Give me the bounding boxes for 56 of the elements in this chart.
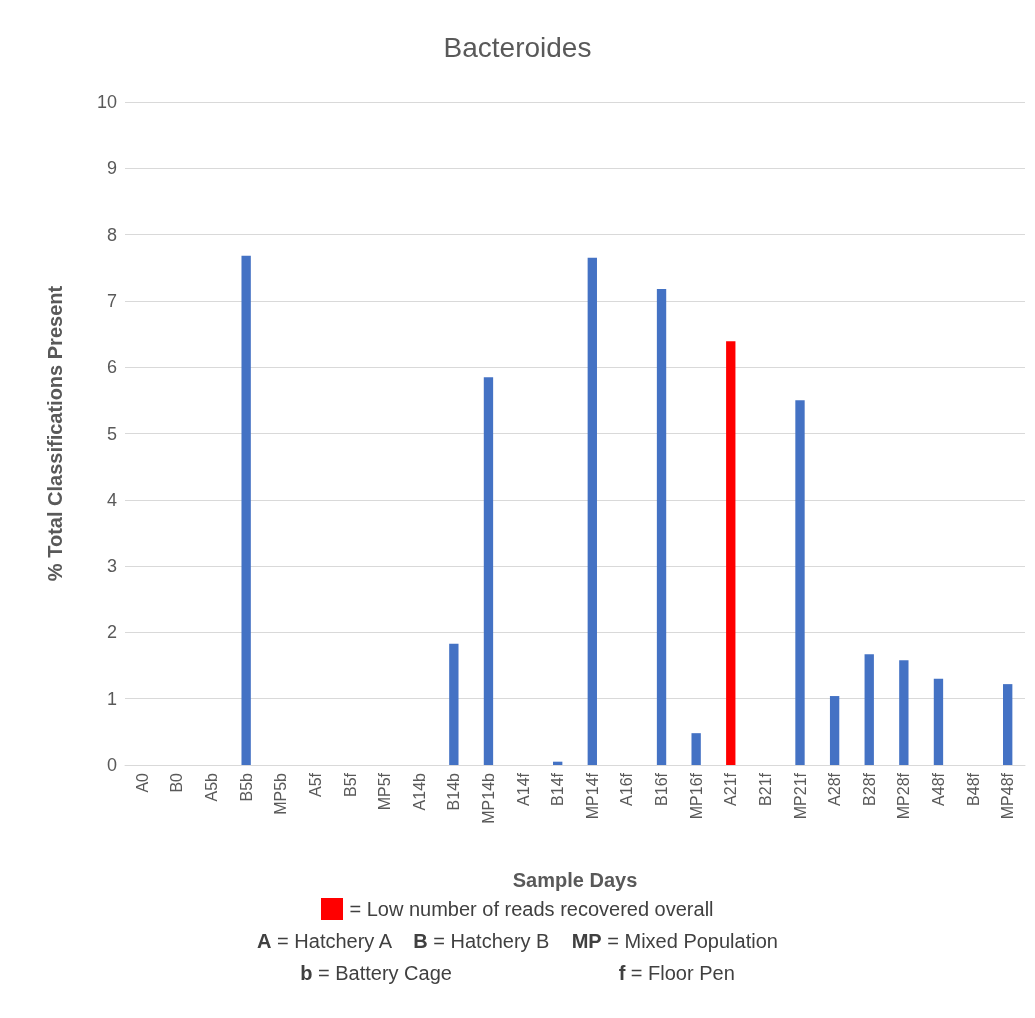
bar [933,678,944,765]
x-tick-label: A14b [410,772,428,811]
chart-title: Bacteroides [443,31,592,63]
x-tick-label: MP21f [791,772,809,820]
y-tick-label: 9 [106,158,117,179]
bar [241,255,251,765]
bar [795,400,805,765]
x-tick-label: MP48f [999,772,1017,820]
y-axis-title: % Total Classifications Present [44,285,66,582]
x-tick-label: B28f [860,772,878,806]
y-tick-label: 7 [106,290,117,311]
x-tick-label: B5f [341,772,359,798]
bar [483,377,494,765]
y-tick-label: 3 [106,556,117,577]
y-tick-label: 0 [106,755,117,775]
x-tick-label: A16f [618,772,636,806]
x-axis-title: Sample Days [512,869,638,891]
y-tick-label: 4 [106,489,117,510]
x-tick-label: A0 [133,772,151,793]
y-tick-label: 2 [106,622,117,643]
text: A = Hatchery A B = Hatchery B MP = Mixed Population [256,930,779,953]
text: = Low number of reads recovered overall [349,898,714,920]
x-tick-label: A14f [514,772,532,806]
text: b = Battery Cage f = Floor Pen [300,962,735,984]
x-tick-label: MP16f [687,772,705,820]
x-tick-label: MP14f [583,772,601,820]
x-tick-label: B48f [964,772,982,806]
bar [449,643,459,765]
x-tick-label: A5f [306,772,324,798]
x-tick-label: A28f [826,772,844,806]
x-tick-label: B5b [237,772,255,802]
x-tick-label: MP5b [272,772,290,815]
x-tick-label: A21f [722,772,740,806]
x-tick-label: B16f [653,772,671,806]
x-tick-label: MP5f [376,772,394,811]
x-tick-label: B0 [168,772,186,793]
y-tick-label: 8 [106,224,117,245]
x-tick-label: MP14b [479,772,497,824]
bar [864,654,874,765]
y-tick-label: 10 [96,92,117,112]
bar [691,733,701,765]
x-tick-label: MP28f [895,772,913,820]
x-tick-label: A48f [929,772,947,806]
bar [829,696,840,765]
y-tick-label: 5 [106,423,117,444]
bar [726,341,736,765]
x-tick-label: B14f [549,772,567,806]
x-tick-label: B14b [445,772,463,811]
y-tick-label: 1 [106,688,117,709]
x-tick-label: A5b [203,772,221,802]
bar [1003,684,1013,765]
bar [587,257,597,765]
x-tick-label: B21f [756,772,774,806]
bar [899,660,909,765]
bar [656,288,667,765]
y-tick-label: 6 [106,357,117,378]
